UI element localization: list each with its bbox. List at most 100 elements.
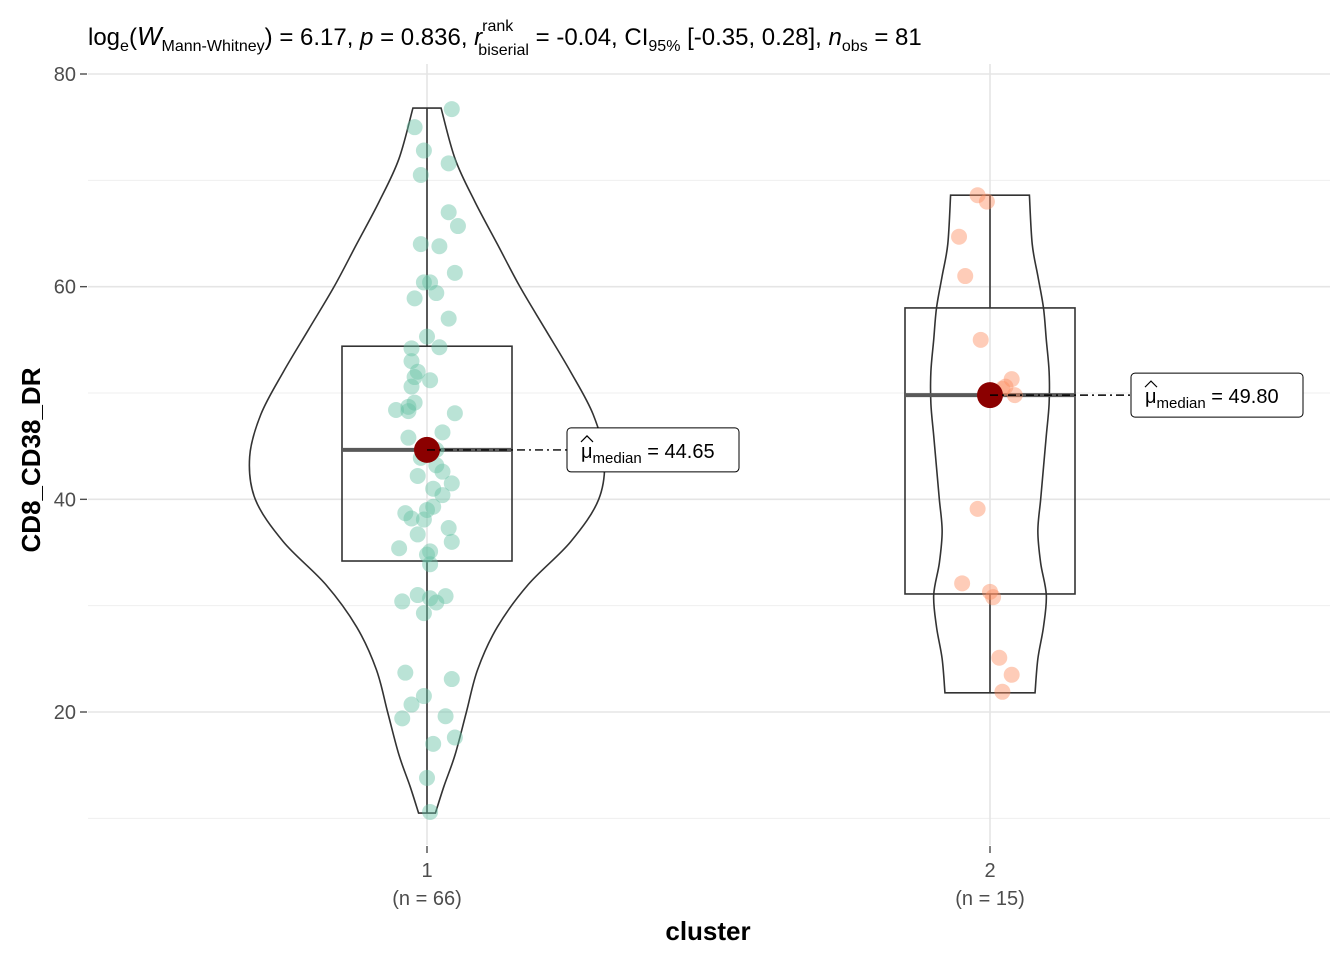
data-point bbox=[403, 696, 420, 713]
data-point bbox=[1003, 371, 1020, 388]
median-label-box bbox=[566, 427, 740, 473]
data-point bbox=[400, 398, 417, 415]
x-tick-n-label: (n = 15) bbox=[955, 888, 1024, 910]
data-point bbox=[957, 268, 974, 285]
x-tick-n-label: (n = 66) bbox=[392, 888, 461, 910]
data-point bbox=[446, 264, 463, 281]
plot-groups: μmedian = 44.65 μmedian = 49.80 bbox=[248, 101, 1304, 820]
data-point bbox=[443, 101, 460, 118]
data-point bbox=[419, 328, 435, 345]
data-point bbox=[951, 228, 968, 245]
data-point bbox=[400, 403, 417, 420]
data-point bbox=[422, 274, 439, 291]
data-point bbox=[412, 167, 429, 184]
data-point bbox=[443, 671, 460, 688]
data-point bbox=[985, 589, 1002, 606]
data-point bbox=[425, 735, 442, 752]
hat-icon bbox=[580, 435, 594, 443]
group-2: μmedian = 49.80 bbox=[904, 187, 1304, 700]
data-point bbox=[437, 588, 454, 605]
chart-subtitle: loge(WMann-Whitney) = 6.17, p = 0.836, r… bbox=[88, 18, 922, 59]
data-point bbox=[397, 505, 414, 522]
data-point bbox=[415, 511, 432, 528]
y-tick-label: 60 bbox=[54, 277, 76, 299]
x-tick-label: 1 bbox=[421, 860, 432, 882]
data-point bbox=[991, 649, 1008, 666]
data-point bbox=[422, 803, 439, 820]
data-point bbox=[431, 339, 448, 356]
y-tick-label: 80 bbox=[54, 64, 76, 86]
data-point bbox=[422, 590, 439, 607]
y-tick-label: 20 bbox=[54, 702, 76, 724]
data-point bbox=[972, 331, 989, 348]
data-point bbox=[419, 501, 435, 518]
data-point bbox=[409, 526, 426, 543]
data-point bbox=[406, 394, 423, 411]
data-point bbox=[403, 353, 420, 370]
data-point bbox=[446, 729, 463, 746]
violin bbox=[929, 194, 1051, 694]
data-point bbox=[391, 540, 408, 557]
data-point bbox=[978, 193, 995, 210]
median-label-text: μmedian = 44.65 bbox=[581, 441, 715, 467]
data-point bbox=[415, 605, 432, 622]
box bbox=[904, 307, 1076, 595]
data-point bbox=[440, 520, 457, 537]
data-point bbox=[443, 475, 460, 492]
data-point bbox=[394, 593, 411, 610]
data-point bbox=[449, 218, 466, 235]
y-axis: 20 40 60 80 bbox=[54, 64, 87, 724]
data-point bbox=[969, 500, 986, 517]
data-point bbox=[425, 480, 442, 497]
median-label-box bbox=[1130, 372, 1304, 418]
x-axis: 1 (n = 66) 2 (n = 15) bbox=[392, 846, 1025, 910]
data-point bbox=[409, 467, 426, 484]
data-point bbox=[434, 463, 451, 480]
data-point bbox=[397, 664, 414, 681]
data-point bbox=[434, 424, 451, 441]
data-point bbox=[982, 583, 998, 600]
data-point bbox=[419, 546, 435, 563]
data-point bbox=[415, 274, 432, 291]
data-point bbox=[446, 405, 463, 422]
data-point bbox=[419, 769, 435, 786]
data-point bbox=[415, 142, 432, 159]
data-point bbox=[440, 155, 457, 172]
data-point bbox=[431, 238, 448, 255]
data-point bbox=[969, 187, 986, 204]
data-point bbox=[406, 369, 423, 386]
data-point bbox=[400, 429, 417, 446]
data-point bbox=[403, 340, 420, 357]
data-point bbox=[425, 498, 442, 515]
data-point bbox=[443, 533, 460, 550]
data-point bbox=[440, 310, 457, 327]
data-point bbox=[409, 363, 426, 380]
data-point bbox=[403, 378, 420, 395]
median-label-text: μmedian = 49.80 bbox=[1145, 386, 1279, 412]
data-point bbox=[440, 204, 457, 221]
hat-icon bbox=[1144, 380, 1158, 388]
group-1: μmedian = 44.65 bbox=[248, 101, 740, 820]
data-point bbox=[406, 290, 423, 307]
violin bbox=[248, 107, 606, 814]
box bbox=[341, 345, 513, 562]
data-point bbox=[428, 594, 445, 611]
data-point bbox=[422, 556, 439, 573]
data-point bbox=[394, 710, 411, 727]
y-axis-title: CD8_CD38_DR bbox=[16, 367, 46, 552]
data-point bbox=[954, 575, 971, 592]
data-point bbox=[994, 683, 1011, 700]
data-point bbox=[406, 119, 423, 136]
data-point bbox=[437, 708, 454, 725]
data-point bbox=[403, 510, 420, 527]
data-point bbox=[412, 236, 429, 253]
data-point bbox=[422, 543, 439, 560]
data-point bbox=[388, 402, 405, 419]
data-point bbox=[428, 285, 445, 302]
data-point bbox=[409, 587, 426, 604]
data-point bbox=[422, 372, 439, 389]
data-point bbox=[415, 688, 432, 705]
data-point bbox=[434, 487, 451, 504]
x-tick-label: 2 bbox=[984, 860, 995, 882]
